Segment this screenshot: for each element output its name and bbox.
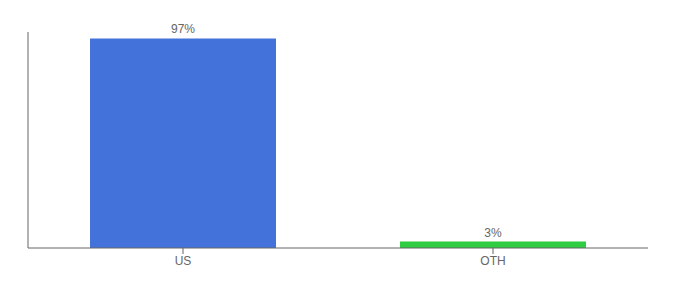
svg-text:97%: 97% [171,22,195,36]
svg-text:3%: 3% [484,226,502,240]
svg-text:US: US [175,254,192,268]
svg-text:OTH: OTH [480,254,505,268]
